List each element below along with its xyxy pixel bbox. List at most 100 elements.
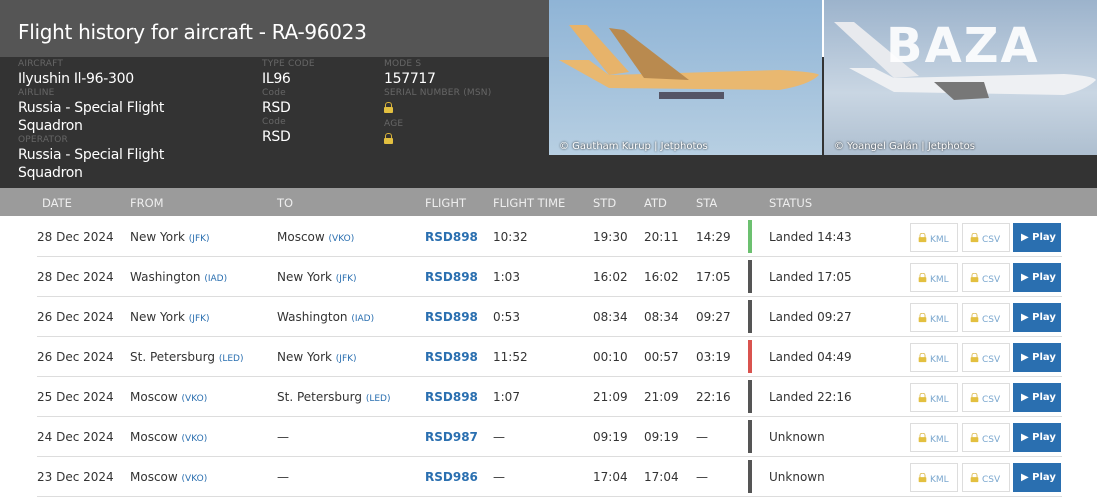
kml-button[interactable]: KML — [910, 463, 958, 492]
table-row[interactable]: 24 Dec 2024 Moscow (VKO) — RSD987 — 09:1… — [37, 417, 1062, 457]
play-button[interactable]: ▶ Play — [1013, 423, 1061, 452]
lock-icon[interactable] — [384, 102, 393, 113]
kml-label: KML — [930, 315, 949, 325]
date: 26 Dec 2024 — [37, 350, 114, 364]
std: 00:10 — [593, 350, 628, 364]
csv-button[interactable]: CSV — [962, 423, 1010, 452]
kml-button[interactable]: KML — [910, 423, 958, 452]
col-status[interactable]: STATUS — [769, 196, 813, 210]
csv-button[interactable]: CSV — [962, 463, 1010, 492]
flight-number-link[interactable]: RSD898 — [425, 230, 478, 244]
sta: — — [696, 470, 708, 484]
play-label: Play — [1032, 352, 1056, 363]
col-to[interactable]: TO — [277, 196, 294, 210]
table-row[interactable]: 26 Dec 2024 New York (JFK) Washington (I… — [37, 297, 1062, 337]
from-city: New York — [130, 230, 185, 244]
csv-label: CSV — [982, 355, 1001, 365]
kml-button[interactable]: KML — [910, 343, 958, 372]
to-code[interactable]: (JFK) — [335, 354, 357, 364]
play-button[interactable]: ▶ Play — [1013, 343, 1061, 372]
from: St. Petersburg (LED) — [130, 350, 243, 364]
col-flight[interactable]: FLIGHT — [425, 196, 466, 210]
status-indicator — [748, 340, 752, 373]
lock-icon[interactable] — [384, 133, 393, 144]
flight-number-link[interactable]: RSD898 — [425, 270, 478, 284]
to-code[interactable]: (IAD) — [351, 314, 375, 324]
from-code[interactable]: (JFK) — [188, 234, 210, 244]
mode-s-value: 157717 — [384, 71, 436, 87]
date: 28 Dec 2024 — [37, 270, 114, 284]
table-row[interactable]: 25 Dec 2024 Moscow (VKO) St. Petersburg … — [37, 377, 1062, 417]
play-button[interactable]: ▶ Play — [1013, 383, 1061, 412]
col-std[interactable]: STD — [593, 196, 617, 210]
plane-illustration — [559, 25, 819, 99]
play-button[interactable]: ▶ Play — [1013, 263, 1061, 292]
date: 24 Dec 2024 — [37, 430, 114, 444]
flight-number-link[interactable]: RSD898 — [425, 390, 478, 404]
flight-time: 10:32 — [493, 230, 528, 244]
from-code[interactable]: (IAD) — [204, 274, 228, 284]
flight-number-link[interactable]: RSD986 — [425, 470, 478, 484]
flight-number-link[interactable]: RSD898 — [425, 350, 478, 364]
col-from[interactable]: FROM — [130, 196, 164, 210]
photo-credit[interactable]: © Yoangel Galán | Jetphotos — [834, 141, 975, 152]
table-row[interactable]: 28 Dec 2024 New York (JFK) Moscow (VKO) … — [37, 217, 1062, 257]
play-button[interactable]: ▶ Play — [1013, 463, 1061, 492]
std: 09:19 — [593, 430, 628, 444]
date: 26 Dec 2024 — [37, 310, 114, 324]
status-indicator — [748, 260, 752, 293]
col-flight-time[interactable]: FLIGHT TIME — [493, 196, 566, 210]
from-code[interactable]: (VKO) — [181, 394, 208, 404]
kml-button[interactable]: KML — [910, 383, 958, 412]
csv-button[interactable]: CSV — [962, 223, 1010, 252]
from-code[interactable]: (VKO) — [181, 474, 208, 484]
table-row[interactable]: 23 Dec 2024 Moscow (VKO) — RSD986 — 17:0… — [37, 457, 1062, 497]
to-city: — — [277, 470, 289, 484]
play-button[interactable]: ▶ Play — [1013, 303, 1061, 332]
from-city: Moscow — [130, 430, 178, 444]
csv-button[interactable]: CSV — [962, 303, 1010, 332]
play-button[interactable]: ▶ Play — [1013, 223, 1061, 252]
from-city: New York — [130, 310, 185, 324]
code-value: RSD — [262, 129, 291, 145]
to-code[interactable]: (LED) — [365, 394, 391, 404]
lock-icon — [970, 352, 979, 363]
col-atd[interactable]: ATD — [644, 196, 667, 210]
kml-button[interactable]: KML — [910, 303, 958, 332]
aircraft-photo[interactable]: © Gautham Kurup | Jetphotos — [549, 0, 822, 155]
csv-button[interactable]: CSV — [962, 263, 1010, 292]
kml-label: KML — [930, 355, 949, 365]
kml-button[interactable]: KML — [910, 223, 958, 252]
to-code[interactable]: (JFK) — [335, 274, 357, 284]
to: New York (JFK) — [277, 270, 357, 284]
csv-button[interactable]: CSV — [962, 383, 1010, 412]
from-city: Washington — [130, 270, 201, 284]
status-indicator — [748, 380, 752, 413]
lock-icon — [918, 472, 927, 483]
col-sta[interactable]: STA — [696, 196, 718, 210]
col-date[interactable]: DATE — [42, 196, 72, 210]
csv-button[interactable]: CSV — [962, 343, 1010, 372]
from-code[interactable]: (VKO) — [181, 434, 208, 444]
status: Landed 14:43 — [769, 230, 852, 244]
to-code[interactable]: (VKO) — [328, 234, 355, 244]
table-row[interactable]: 26 Dec 2024 St. Petersburg (LED) New Yor… — [37, 337, 1062, 377]
from-code[interactable]: (JFK) — [188, 314, 210, 324]
to: — — [277, 430, 289, 444]
play-label: Play — [1032, 472, 1056, 483]
aircraft-label: AIRCRAFT — [18, 59, 64, 69]
from-code[interactable]: (LED) — [218, 354, 244, 364]
table-row[interactable]: 28 Dec 2024 Washington (IAD) New York (J… — [37, 257, 1062, 297]
flight-number-link[interactable]: RSD898 — [425, 310, 478, 324]
csv-label: CSV — [982, 275, 1001, 285]
csv-label: CSV — [982, 395, 1001, 405]
aircraft-photo[interactable]: BAZA © Yoangel Galán | Jetphotos — [824, 0, 1097, 155]
kml-button[interactable]: KML — [910, 263, 958, 292]
std: 17:04 — [593, 470, 628, 484]
flight-number-link[interactable]: RSD987 — [425, 430, 478, 444]
to-city: St. Petersburg — [277, 390, 362, 404]
photo-credit[interactable]: © Gautham Kurup | Jetphotos — [559, 141, 708, 152]
flight-time: — — [493, 470, 505, 484]
from: Washington (IAD) — [130, 270, 227, 284]
lock-icon — [918, 432, 927, 443]
